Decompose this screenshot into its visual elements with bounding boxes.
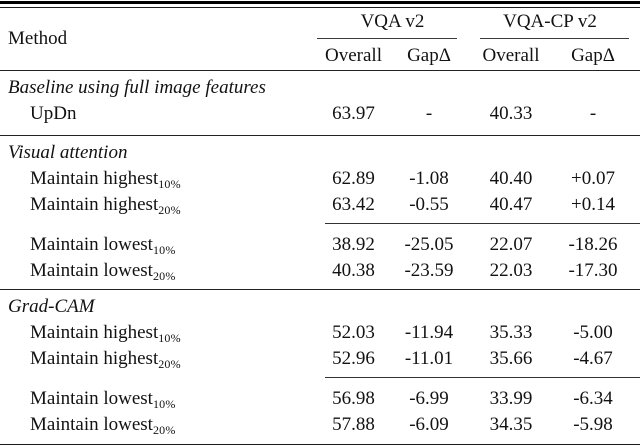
method-subscript: 20%	[152, 269, 176, 283]
section-rule	[0, 289, 640, 290]
value-cell: -	[589, 103, 597, 124]
method-cell: Maintain highest10%	[0, 166, 317, 192]
section-title: Baseline using full image features	[8, 77, 266, 98]
table-row: UpDn 63.97 - 40.33 -	[0, 101, 640, 127]
value-cell: 57.88	[332, 414, 375, 435]
value-cell: -11.01	[404, 348, 454, 369]
method-cell: UpDn	[0, 101, 317, 127]
top-rule-thick	[0, 1, 640, 4]
value-cell: 52.96	[332, 348, 375, 369]
value-cell: 40.40	[489, 168, 533, 189]
section-title: Grad-CAM	[8, 296, 95, 317]
value-cell: -11.94	[404, 322, 454, 343]
cmidrule-vqa-cp-v2	[480, 38, 629, 39]
method-label: Maintain highest	[30, 168, 159, 189]
col-group-vqa-cp-v2: VQA-CP v2	[468, 8, 632, 39]
method-cell: Maintain lowest10%	[0, 232, 317, 258]
value-cell: 40.47	[489, 194, 533, 215]
method-label: UpDn	[30, 103, 77, 124]
method-subscript: 10%	[158, 177, 181, 191]
col-group-vqa-v2: VQA v2	[317, 8, 468, 39]
method-label: Maintain lowest	[30, 388, 153, 409]
value-cell: -5.00	[573, 322, 613, 343]
value-cell: 22.03	[489, 260, 533, 281]
value-cell: 22.07	[489, 234, 533, 255]
table-row: Maintain highest20% 52.96 -11.01 35.66 -…	[0, 346, 640, 372]
value-cell: 35.33	[489, 322, 533, 343]
value-cell: 52.03	[332, 322, 375, 343]
table-row: Maintain highest10% 62.89 -1.08 40.40 +0…	[0, 166, 640, 192]
method-cell: Maintain highest20%	[0, 346, 317, 372]
value-cell: -5.98	[573, 414, 613, 435]
method-label: Maintain highest	[30, 194, 159, 215]
partial-rule	[325, 223, 640, 224]
value-cell: 33.99	[489, 388, 533, 409]
value-cell: -25.05	[404, 234, 454, 255]
method-label: Maintain lowest	[30, 414, 153, 435]
value-cell: -6.09	[409, 414, 449, 435]
method-label: Maintain lowest	[30, 234, 153, 255]
subheader-gap-vqa-v2: GapΔ	[407, 45, 451, 66]
value-cell: -0.55	[409, 194, 449, 215]
table-row: Maintain lowest10% 38.92 -25.05 22.07 -1…	[0, 232, 640, 258]
table-row: Maintain lowest10% 56.98 -6.99 33.99 -6.…	[0, 386, 640, 412]
method-column-header: Method	[8, 28, 68, 49]
section-baseline: Baseline using full image features UpDn …	[0, 71, 640, 135]
method-label: Maintain lowest	[30, 260, 153, 281]
subheader-overall-vqa-v2: Overall	[325, 45, 382, 66]
method-subscript: 20%	[152, 423, 176, 437]
value-cell: 40.38	[332, 260, 375, 281]
table-header: Method VQA v2 VQA-CP v2 Overall GapΔ Ove…	[0, 8, 640, 70]
method-subscript: 10%	[158, 331, 181, 345]
value-cell: +0.14	[571, 194, 615, 215]
method-cell: Maintain highest10%	[0, 320, 317, 346]
subheader-overall-vqa-cp-v2: Overall	[482, 45, 540, 66]
value-cell: 40.33	[489, 103, 533, 124]
bottom-rule-thin	[0, 444, 640, 445]
section-visual-attention: Visual attention Maintain highest10% 62.…	[0, 136, 640, 289]
method-cell: Maintain lowest20%	[0, 412, 317, 438]
value-cell: 63.42	[332, 194, 375, 215]
value-cell: -1.08	[409, 168, 449, 189]
method-cell: Maintain lowest10%	[0, 386, 317, 412]
table-row: Maintain highest20% 63.42 -0.55 40.47 +0…	[0, 192, 640, 218]
value-cell: -18.26	[568, 234, 618, 255]
table-row: Maintain highest10% 52.03 -11.94 35.33 -…	[0, 320, 640, 346]
method-label: Maintain highest	[30, 322, 159, 343]
value-cell: 35.66	[489, 348, 533, 369]
value-cell: 34.35	[489, 414, 533, 435]
value-cell: 56.98	[332, 388, 375, 409]
partial-rule	[325, 377, 640, 378]
value-cell: 62.89	[332, 168, 375, 189]
value-cell: -6.34	[573, 388, 613, 409]
table-row: Maintain lowest20% 40.38 -23.59 22.03 -1…	[0, 258, 640, 284]
value-cell: 63.97	[332, 103, 375, 124]
value-cell: -23.59	[404, 260, 454, 281]
value-cell: -	[425, 103, 433, 124]
value-cell: -6.99	[409, 388, 449, 409]
method-label: Maintain highest	[30, 348, 159, 369]
section-title: Visual attention	[8, 142, 128, 163]
value-cell: -17.30	[568, 260, 618, 281]
cmidrule-vqa-v2	[317, 38, 457, 39]
subheader-gap-vqa-cp-v2: GapΔ	[571, 45, 615, 66]
section-grad-cam: Grad-CAM Maintain highest10% 52.03 -11.9…	[0, 290, 640, 443]
value-cell: +0.07	[571, 168, 615, 189]
method-subscript: 10%	[152, 243, 176, 257]
table-row: Maintain lowest20% 57.88 -6.09 34.35 -5.…	[0, 412, 640, 438]
method-subscript: 20%	[158, 203, 181, 217]
col-group-label: VQA v2	[360, 11, 425, 32]
col-group-label: VQA-CP v2	[503, 11, 597, 32]
value-cell: 38.92	[332, 234, 375, 255]
header-bottom-rule	[0, 70, 640, 71]
method-subscript: 20%	[158, 357, 181, 371]
method-subscript: 10%	[152, 397, 176, 411]
top-rule-thin	[0, 7, 640, 8]
value-cell: -4.67	[573, 348, 613, 369]
method-cell: Maintain highest20%	[0, 192, 317, 218]
section-rule	[0, 135, 640, 136]
method-cell: Maintain lowest20%	[0, 258, 317, 284]
